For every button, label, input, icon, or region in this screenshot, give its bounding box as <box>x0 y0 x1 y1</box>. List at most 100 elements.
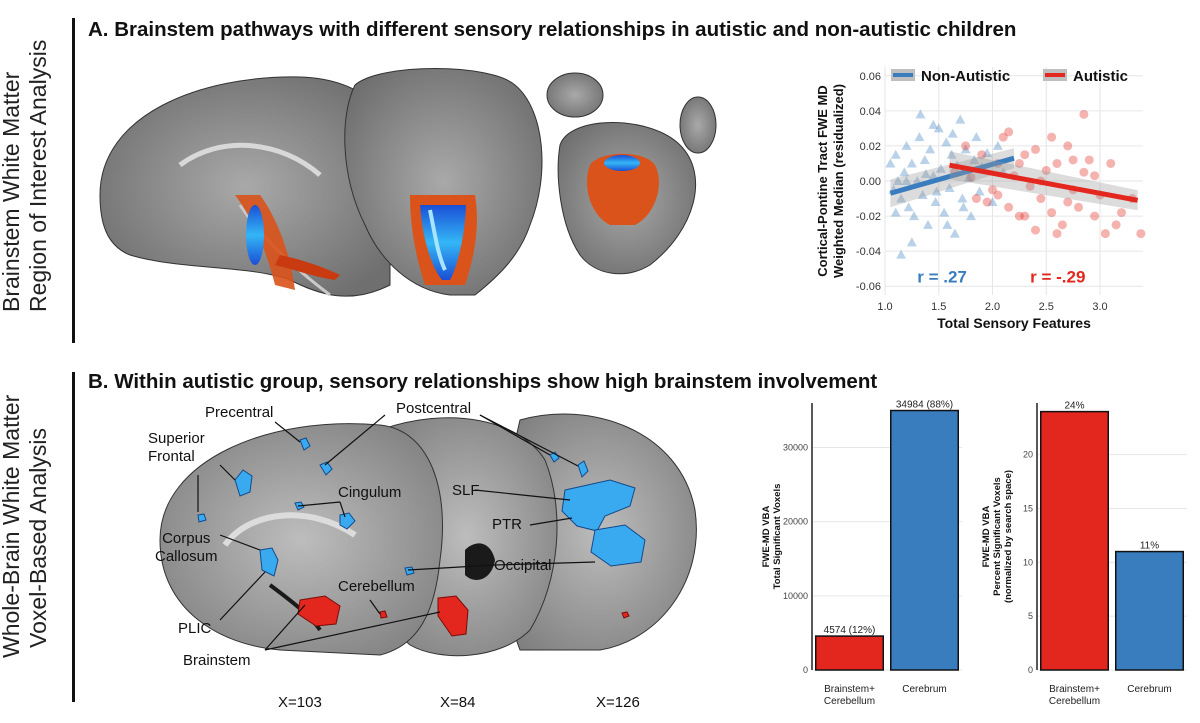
data-point-autistic <box>961 141 971 151</box>
data-point-non-autistic <box>896 193 907 203</box>
data-point-non-autistic <box>915 109 926 119</box>
data-point-autistic <box>1047 132 1057 142</box>
x-tick-label: 2.5 <box>1039 301 1054 313</box>
y-tick-label: 0.02 <box>860 141 881 153</box>
data-point-autistic <box>982 197 992 207</box>
data-point-autistic <box>1079 109 1089 119</box>
data-point-non-autistic <box>885 158 896 168</box>
x-tick-label: 1.5 <box>931 301 946 313</box>
data-point-autistic <box>1136 229 1146 239</box>
side-label-a: Brainstem White Matter Region of Interes… <box>0 40 54 312</box>
side-label-b-line1: Whole-Brain White Matter <box>0 394 24 658</box>
data-point-non-autistic <box>899 167 910 177</box>
y-tick-label: -0.06 <box>856 281 881 293</box>
label-precentral: Precentral <box>205 404 274 421</box>
y-axis-label-line1: Cortical-Pontine Tract FWE MD <box>815 85 830 276</box>
data-point-autistic <box>1014 158 1024 168</box>
data-point-non-autistic <box>914 132 925 142</box>
x-tick-label: Cerebrum <box>1127 684 1171 695</box>
data-point-non-autistic <box>890 207 901 217</box>
leader-lines <box>197 414 596 651</box>
x-axis-label: Total Sensory Features <box>937 315 1091 331</box>
data-point-non-autistic <box>928 170 939 180</box>
data-point-non-autistic <box>917 190 928 200</box>
data-point-non-autistic <box>933 123 944 133</box>
side-label-b: Whole-Brain White Matter Voxel-Based Ana… <box>0 394 54 658</box>
data-point-non-autistic <box>949 228 960 238</box>
data-point-autistic <box>1106 158 1116 168</box>
data-point-autistic <box>1084 155 1094 165</box>
y-axis-label-line3: (normalized by search space) <box>1003 470 1014 603</box>
y-tick-label: 20000 <box>783 517 808 527</box>
label-brainstem: Brainstem <box>183 652 251 669</box>
bar-chart-percent-voxels: 0 5 10 15 20 24% Brainstem+Cerebellum 11% Cerebr… <box>981 401 1187 707</box>
data-point-non-autistic <box>923 219 933 229</box>
y-axis-label-line1: FWE-MD VBA <box>761 505 772 567</box>
correlation-non-autistic: r = .27 <box>917 268 967 287</box>
data-point-non-autistic <box>992 140 1003 150</box>
correlation-autistic: r = -.29 <box>1030 268 1085 287</box>
y-tick-label: 30000 <box>783 443 808 453</box>
data-point-autistic <box>1041 165 1051 175</box>
label-cingulum: Cingulum <box>338 484 402 501</box>
data-point-autistic <box>1036 194 1046 204</box>
axial-slice-a <box>546 72 717 275</box>
data-point-autistic <box>1063 141 1073 151</box>
data-point-non-autistic <box>982 147 993 157</box>
data-point-autistic <box>1052 158 1062 168</box>
data-point-non-autistic <box>903 202 914 212</box>
data-point-non-autistic <box>928 119 939 129</box>
data-point-non-autistic <box>941 137 952 147</box>
slice-label-1: X=103 <box>278 694 322 711</box>
label-slf: SLF <box>452 482 480 499</box>
label-ptr: PTR <box>492 516 522 533</box>
data-point-autistic <box>971 194 981 204</box>
y-tick-label: 10000 <box>783 591 808 601</box>
data-point-non-autistic <box>892 176 903 185</box>
x-tick-label: Brainstem+ <box>1049 684 1100 695</box>
data-point-autistic <box>1100 229 1110 239</box>
data-point-non-autistic <box>957 193 968 203</box>
y-tick-label: 20 <box>1023 450 1033 460</box>
label-corpus-callosum: Corpus Callosum <box>155 530 218 566</box>
data-point-autistic <box>988 185 997 195</box>
data-point-autistic <box>1117 208 1126 218</box>
data-point-autistic <box>998 132 1008 142</box>
data-point-non-autistic <box>942 219 953 229</box>
bar-brainstem-cerebellum <box>815 635 884 671</box>
data-point-non-autistic <box>939 207 950 217</box>
data-point-non-autistic <box>935 163 946 173</box>
label-occipital: Occipital <box>494 557 552 574</box>
y-tick-label: 0.00 <box>860 176 881 188</box>
y-axis-label-line2: Percent Significant Voxels <box>992 477 1003 596</box>
y-tick-label: -0.02 <box>856 211 881 223</box>
data-point-non-autistic <box>971 132 982 142</box>
y-axis-label-line2: Weighted Median (residualized) <box>831 84 846 278</box>
data-point-autistic <box>1031 144 1040 154</box>
bar-data-label: 11% <box>1140 541 1159 552</box>
y-tick-label: 0 <box>803 665 808 675</box>
data-point-autistic <box>1014 211 1024 221</box>
data-point-autistic <box>1090 211 1100 221</box>
legend-label-1: Autistic <box>1073 68 1128 85</box>
bar-data-label: 4574 (12%) <box>824 625 876 636</box>
data-point-non-autistic <box>930 197 941 207</box>
section-a-title: A. Brainstem pathways with different sen… <box>88 18 1017 41</box>
section-b-title: B. Within autistic group, sensory relati… <box>88 370 878 393</box>
x-tick-label: 3.0 <box>1092 301 1107 313</box>
data-point-autistic <box>1052 229 1062 239</box>
scatter-chart: 1.0 1.5 2.0 2.5 3.0 0.06 0.04 0.02 0.00 -0.02 -0.0… <box>815 67 1146 331</box>
bar-cerebrum <box>1115 550 1184 671</box>
fit-line-non-autistic <box>889 155 1015 196</box>
data-point-non-autistic <box>960 144 971 154</box>
data-point-autistic <box>1025 181 1035 191</box>
data-point-non-autistic <box>896 249 907 259</box>
bar-brainstem-cerebellum <box>1040 410 1109 671</box>
data-point-autistic <box>966 172 976 182</box>
data-point-non-autistic <box>925 144 936 154</box>
data-point-non-autistic <box>906 158 917 168</box>
x-tick-label: 2.0 <box>985 301 1000 313</box>
data-point-autistic <box>1090 171 1100 181</box>
data-point-non-autistic <box>890 149 901 159</box>
data-point-non-autistic <box>958 202 969 212</box>
